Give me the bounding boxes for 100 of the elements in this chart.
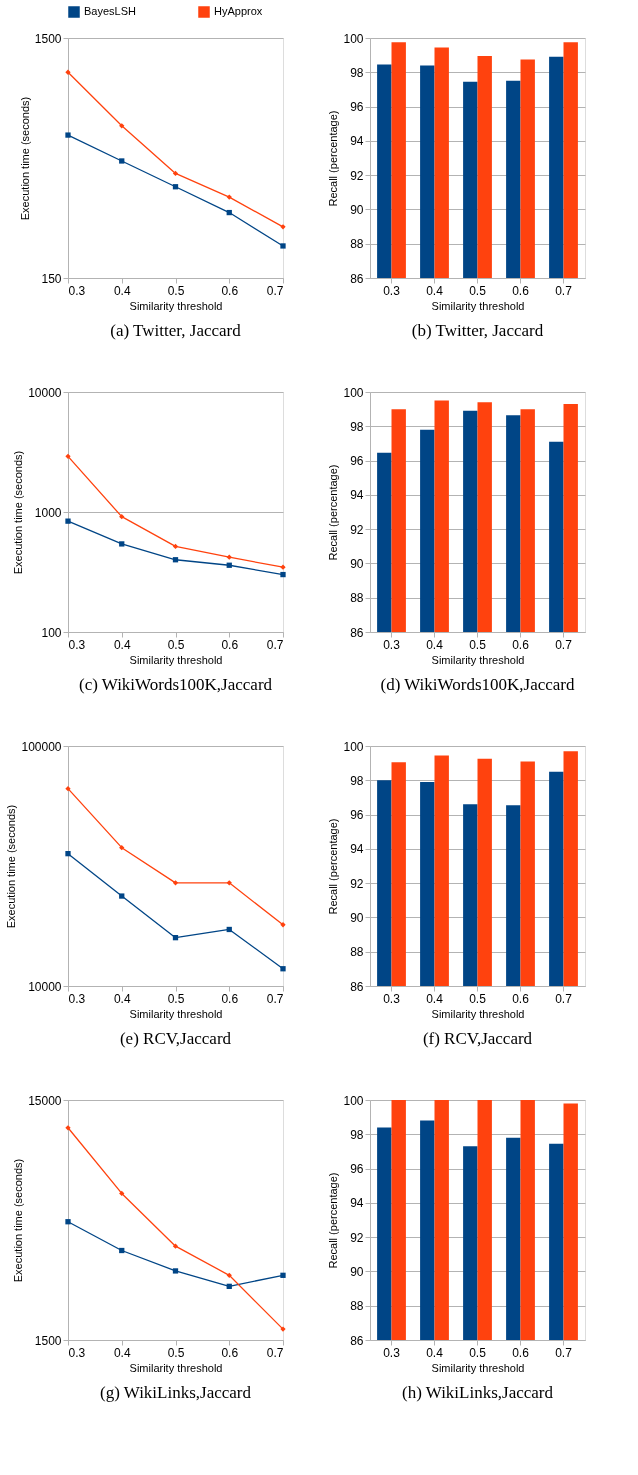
x-tick-label: 0.6 — [512, 283, 530, 298]
y-tick-label: 88 — [350, 945, 364, 960]
x-tick-label: 0.3 — [383, 991, 401, 1006]
x-axis-title: Similarity threshold — [431, 1007, 525, 1020]
x-tick-label: 0.7 — [555, 1345, 573, 1360]
y-axis-title: Recall (percentage) — [327, 818, 340, 915]
x-axis-title: Similarity threshold — [129, 1007, 223, 1020]
point — [226, 880, 232, 886]
y-tick-label: 150 — [41, 271, 62, 286]
x-tick-label: 0.6 — [512, 637, 530, 652]
x-tick-label: 0.7 — [555, 283, 573, 298]
x-tick-label: 0.4 — [426, 991, 444, 1006]
x-tick-label: 0.3 — [383, 637, 401, 652]
point — [119, 845, 125, 851]
y-tick-label: 92 — [350, 522, 364, 537]
text: (e) RCV,Jaccard — [119, 1029, 232, 1048]
point — [280, 1272, 286, 1278]
y-tick-label: 90 — [350, 910, 364, 925]
y-axis-title: Execution time (seconds) — [5, 804, 18, 929]
y-tick-label: 94 — [350, 134, 364, 149]
x-tick-label: 0.5 — [167, 283, 185, 298]
x-tick-label: 0.5 — [469, 283, 487, 298]
y-axis-title: Recall (percentage) — [327, 464, 340, 561]
y-tick-label: 1500 — [34, 1333, 62, 1348]
x-tick-label: 0.7 — [555, 991, 573, 1006]
x-tick-label: 0.6 — [221, 637, 239, 652]
x-tick-label: 0.5 — [469, 1345, 487, 1360]
point — [65, 851, 71, 857]
y-axis-title: Recall (percentage) — [327, 1172, 340, 1269]
point — [119, 541, 125, 547]
point — [65, 1219, 71, 1225]
y-tick-label: 86 — [350, 271, 364, 286]
text: (g) WikiLinks,Jaccard — [99, 1383, 252, 1402]
x-tick-label: 0.5 — [469, 637, 487, 652]
x-tick-label: 0.5 — [167, 1345, 185, 1360]
point — [119, 514, 125, 520]
x-tick-label: 0.4 — [113, 283, 131, 298]
y-tick-label: 90 — [350, 556, 364, 571]
legend-label: BayesLSH — [84, 5, 137, 17]
x-axis-title: Similarity threshold — [129, 653, 223, 666]
y-tick-label: 88 — [350, 237, 364, 252]
x-tick-label: 0.6 — [512, 991, 530, 1006]
x-tick-label: 0.4 — [426, 283, 444, 298]
point — [226, 1272, 232, 1278]
x-tick-label: 0.3 — [68, 637, 86, 652]
point — [172, 1243, 179, 1249]
x-tick-label: 0.5 — [167, 991, 185, 1006]
y-tick-label: 100 — [41, 625, 62, 640]
y-tick-label: 90 — [350, 1264, 364, 1279]
y-tick-label: 94 — [350, 842, 364, 857]
y-tick-label: 86 — [350, 625, 364, 640]
x-tick-label: 0.7 — [555, 637, 573, 652]
x-tick-label: 0.6 — [221, 991, 239, 1006]
point — [119, 123, 125, 129]
x-tick-label: 0.7 — [266, 283, 284, 298]
y-tick-label: 88 — [350, 591, 364, 606]
x-tick-label: 0.6 — [221, 283, 239, 298]
legend-label: HyApprox — [214, 5, 263, 17]
y-tick-label: 100 — [343, 1093, 364, 1108]
text: (b) Twitter, Jaccard — [411, 321, 544, 340]
point — [172, 1268, 179, 1274]
point — [280, 243, 286, 249]
point — [172, 543, 179, 550]
point — [65, 132, 71, 138]
y-tick-label: 98 — [350, 773, 364, 788]
y-tick-label: 100 — [343, 739, 364, 754]
y-tick-label: 10000 — [28, 385, 62, 400]
x-tick-label: 0.7 — [266, 991, 284, 1006]
y-tick-label: 96 — [350, 808, 364, 823]
text: (h) WikiLinks,Jaccard — [401, 1383, 554, 1402]
y-axis-title: Recall (percentage) — [327, 110, 340, 207]
x-tick-label: 0.3 — [383, 283, 401, 298]
y-axis-title: Execution time (seconds) — [12, 1158, 25, 1283]
y-tick-label: 10000 — [28, 979, 62, 994]
x-tick-label: 0.6 — [512, 1345, 530, 1360]
x-axis-title: Similarity threshold — [431, 1361, 525, 1374]
x-tick-label: 0.3 — [68, 1345, 86, 1360]
point — [226, 554, 232, 560]
x-tick-label: 0.5 — [469, 991, 487, 1006]
x-tick-label: 0.4 — [113, 637, 131, 652]
y-tick-label: 100 — [343, 31, 364, 46]
x-tick-label: 0.4 — [113, 1345, 131, 1360]
text: (f) RCV,Jaccard — [422, 1029, 533, 1048]
x-tick-label: 0.3 — [68, 283, 86, 298]
x-tick-label: 0.4 — [426, 637, 444, 652]
point — [172, 170, 179, 177]
y-tick-label: 92 — [350, 876, 364, 891]
x-tick-label: 0.3 — [68, 991, 86, 1006]
y-tick-label: 86 — [350, 1333, 364, 1348]
y-tick-label: 92 — [350, 1230, 364, 1245]
point — [172, 880, 179, 886]
x-tick-label: 0.6 — [221, 1345, 239, 1360]
x-tick-label: 0.5 — [167, 637, 185, 652]
point — [119, 893, 125, 899]
x-tick-label: 0.4 — [113, 991, 131, 1006]
x-tick-label: 0.3 — [383, 1345, 401, 1360]
y-tick-label: 96 — [350, 100, 364, 115]
y-tick-label: 86 — [350, 979, 364, 994]
text: (d) WikiWords100K,Jaccard — [380, 675, 576, 694]
x-axis-title: Similarity threshold — [431, 299, 525, 312]
